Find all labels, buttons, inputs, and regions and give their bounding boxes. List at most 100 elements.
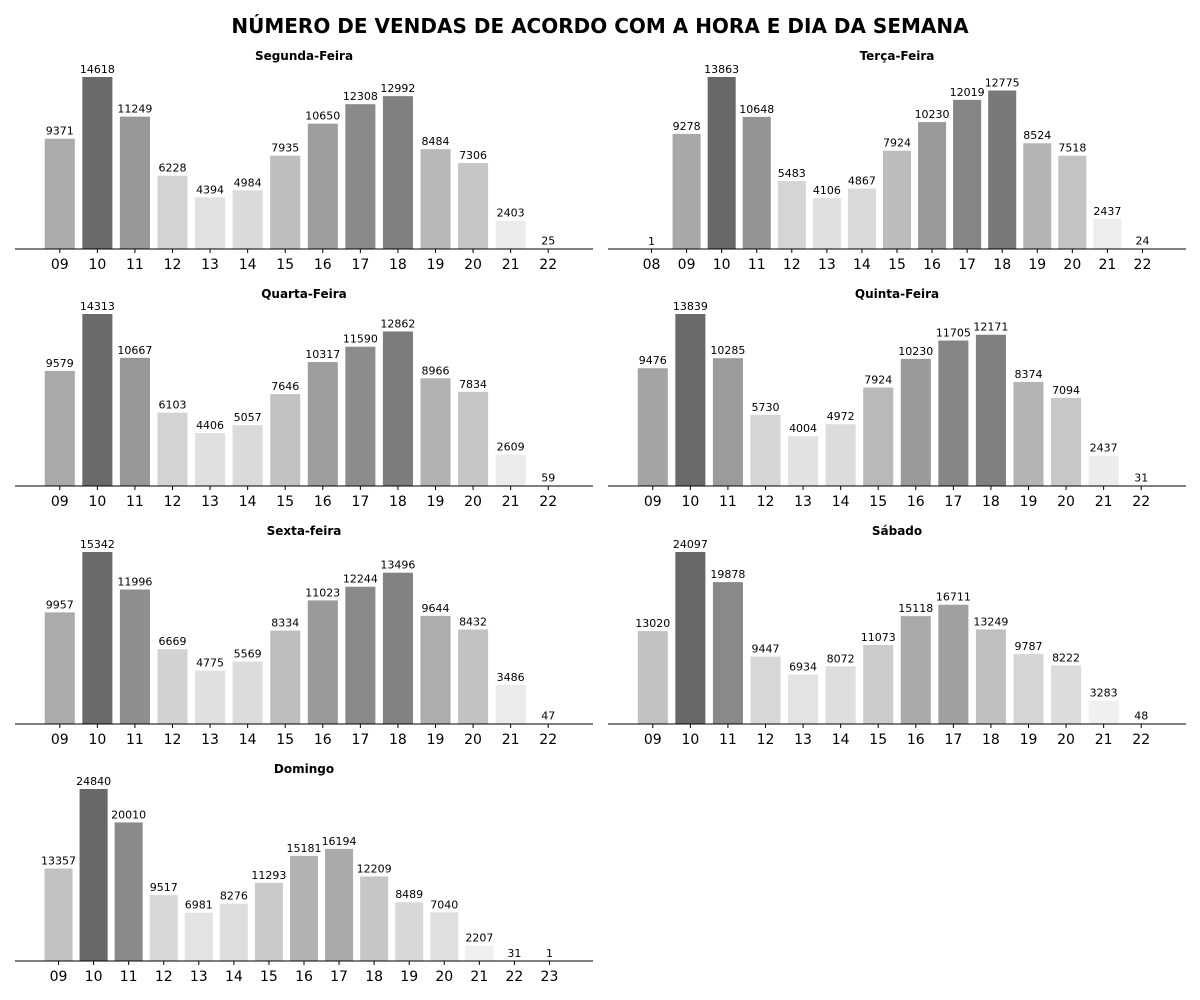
bar	[1013, 654, 1044, 724]
bar-value-label: 7040	[430, 898, 458, 911]
bar	[195, 670, 226, 724]
bar-value-label: 6669	[159, 635, 187, 648]
bar-value-label: 5057	[234, 411, 262, 424]
bar	[1051, 397, 1082, 486]
bar	[900, 616, 931, 724]
x-tick-label: 14	[832, 494, 850, 510]
x-tick-label: 23	[541, 969, 559, 985]
bar-value-label: 3283	[1090, 687, 1118, 700]
bar-value-label: 24	[1135, 235, 1149, 248]
bar-value-label: 10667	[117, 344, 152, 357]
bar-value-label: 48	[1134, 710, 1148, 723]
x-tick-label: 16	[907, 494, 925, 510]
bar	[465, 945, 494, 961]
x-tick-label: 11	[126, 257, 144, 273]
x-tick-label: 18	[982, 494, 1000, 510]
bar	[345, 346, 376, 486]
x-tick-label: 20	[464, 732, 482, 748]
bar-value-label: 7306	[459, 149, 487, 162]
subplot-title: Sexta-feira	[267, 524, 342, 538]
bar-value-label: 47	[541, 709, 555, 722]
x-tick-label: 11	[120, 969, 138, 985]
x-tick-label: 19	[427, 494, 445, 510]
x-tick-label: 18	[365, 969, 383, 985]
bar-value-label: 31	[507, 947, 521, 960]
bar	[430, 912, 459, 961]
bar-value-label: 8334	[271, 617, 299, 630]
x-tick-label: 21	[502, 494, 520, 510]
bar	[382, 572, 413, 724]
bar-value-label: 7935	[271, 142, 299, 155]
x-tick-label: 18	[389, 494, 407, 510]
bar	[825, 666, 856, 724]
bar	[382, 96, 413, 249]
x-tick-label: 19	[1028, 257, 1046, 273]
bar-value-label: 4972	[827, 410, 855, 423]
subplot-title: Sábado	[872, 524, 922, 538]
x-tick-label: 19	[1020, 494, 1038, 510]
x-tick-label: 15	[276, 732, 294, 748]
subplot-title: Terça-Feira	[860, 49, 935, 63]
bar-value-label: 11590	[343, 333, 378, 346]
bar	[1058, 155, 1087, 249]
subplot-title: Quarta-Feira	[261, 287, 347, 301]
x-tick-label: 11	[719, 732, 737, 748]
bar-value-label: 15181	[287, 842, 322, 855]
bar	[675, 314, 706, 486]
x-tick-label: 17	[330, 969, 348, 985]
x-tick-label: 17	[944, 732, 962, 748]
bar	[707, 77, 736, 249]
bar	[900, 358, 931, 486]
bar-value-label: 11073	[861, 631, 896, 644]
x-tick-label: 20	[464, 494, 482, 510]
bar-value-label: 2437	[1093, 205, 1121, 218]
bar-value-label: 12019	[950, 86, 985, 99]
bar	[938, 340, 969, 486]
x-tick-label: 20	[1063, 257, 1081, 273]
bar	[825, 424, 856, 486]
bar-value-label: 12775	[985, 77, 1020, 90]
bar-value-label: 2437	[1090, 442, 1118, 455]
bar-value-label: 9579	[46, 357, 74, 370]
bar-value-label: 31	[1134, 472, 1148, 485]
bar-value-label: 2403	[497, 207, 525, 220]
x-tick-label: 21	[470, 969, 488, 985]
bar-value-label: 5569	[234, 648, 262, 661]
bar	[289, 855, 319, 961]
bar	[119, 116, 150, 249]
bar-value-label: 8489	[395, 888, 423, 901]
x-tick-label: 17	[958, 257, 976, 273]
bar	[495, 684, 526, 724]
bar	[232, 425, 263, 486]
x-tick-label: 16	[295, 969, 313, 985]
bar	[988, 90, 1017, 249]
bar	[270, 630, 301, 724]
bar	[82, 77, 113, 249]
chart-panel: Quinta-Feira 9476 09 13839 10 10285 11 5730 12 40…	[608, 287, 1186, 510]
bar-value-label: 10230	[898, 345, 933, 358]
x-tick-label: 11	[748, 257, 766, 273]
bar	[938, 604, 969, 724]
subplot-title: Segunda-Feira	[255, 49, 353, 63]
subplot-title: Quinta-Feira	[855, 287, 939, 301]
bar	[270, 155, 301, 249]
bar	[1023, 143, 1052, 249]
bar-value-label: 14313	[80, 300, 115, 313]
x-tick-label: 17	[351, 494, 369, 510]
x-tick-label: 08	[643, 257, 661, 273]
x-tick-label: 16	[314, 732, 332, 748]
bar	[495, 454, 526, 486]
x-tick-label: 19	[400, 969, 418, 985]
bar	[777, 180, 806, 249]
x-tick-label: 22	[1134, 257, 1152, 273]
x-tick-label: 09	[678, 257, 696, 273]
bar	[975, 334, 1006, 486]
bar	[750, 414, 781, 486]
bar-value-label: 8374	[1015, 368, 1043, 381]
bar	[637, 368, 668, 486]
bar	[742, 116, 771, 249]
x-tick-label: 14	[853, 257, 871, 273]
bar	[195, 197, 226, 249]
bar-value-label: 9371	[46, 125, 74, 138]
x-tick-label: 14	[832, 732, 850, 748]
